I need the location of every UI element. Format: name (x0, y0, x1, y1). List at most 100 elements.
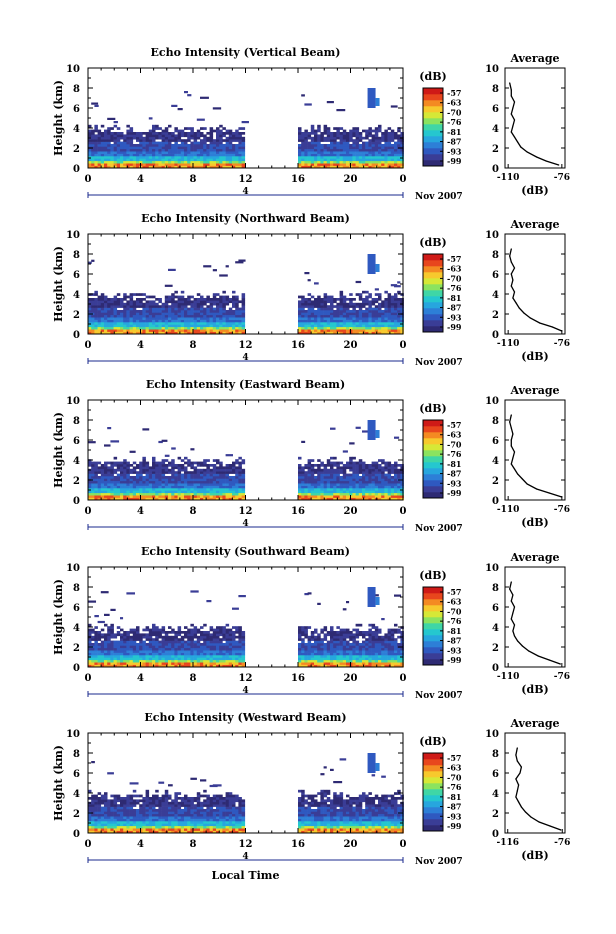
heatmap-cell (187, 156, 191, 159)
heatmap-cell (301, 488, 305, 491)
heatmap-cell (94, 146, 98, 149)
heatmap-cell (216, 648, 220, 651)
heatmap-cell (365, 308, 369, 311)
heatmap-cell (181, 312, 185, 315)
heatmap-cell (372, 144, 376, 147)
heatmap-cell (107, 329, 111, 332)
heatmap-cell (136, 303, 140, 306)
heatmap-cell (174, 305, 178, 308)
heatmap-cell (343, 149, 347, 152)
heatmap-cell (372, 320, 376, 323)
heatmap-cell (194, 134, 198, 137)
heatmap-cell (101, 134, 105, 137)
heatmap-cell (210, 486, 214, 489)
heatmap-cell (304, 317, 308, 320)
heatmap-cell (104, 146, 108, 149)
heatmap-cell (340, 146, 344, 149)
heatmap-cell (149, 650, 153, 653)
heatmap-cell (126, 303, 129, 306)
heatmap-cell (340, 466, 344, 469)
heatmap-cell (394, 146, 398, 149)
heatmap-cell (317, 137, 321, 140)
heatmap-cell (317, 488, 321, 491)
heatmap-cell (197, 144, 201, 147)
heatmap-cell (168, 478, 172, 481)
heatmap-cell (146, 132, 150, 135)
heatmap-cell (94, 474, 98, 477)
heatmap-cell (333, 139, 337, 142)
heatmap-cell (320, 312, 324, 315)
heatmap-cell (197, 146, 201, 149)
heatmap-cell (203, 149, 207, 152)
heatmap-cell (298, 324, 302, 327)
heatmap-cell (359, 320, 363, 323)
heatmap-cell (94, 662, 98, 665)
heatmap-cell (372, 300, 376, 303)
heatmap-cell (242, 144, 246, 147)
heatmap-cell (314, 303, 318, 306)
heatmap-cell (162, 650, 166, 653)
heatmap-cell (101, 320, 105, 323)
heatmap-cell (365, 142, 369, 145)
heatmap-cell (123, 149, 127, 152)
heatmap-cell (359, 163, 363, 166)
heatmap-cell (165, 645, 169, 648)
heatmap-cell (165, 653, 169, 656)
heatmap-cell (232, 134, 236, 137)
heatmap-cell (378, 163, 382, 166)
heatmap-cell (146, 481, 150, 484)
heatmap-cell (349, 464, 353, 467)
x-tick-label: 8 (190, 174, 197, 185)
heatmap-cell (343, 142, 347, 145)
heatmap-cell (304, 144, 308, 147)
heatmap-cell (222, 315, 226, 318)
heatmap-cell (162, 629, 166, 632)
heatmap-cell (333, 471, 337, 474)
heatmap-cell (165, 469, 169, 472)
heatmap-cell (391, 305, 395, 308)
heatmap-cell (168, 462, 172, 465)
heatmap-cell (126, 305, 129, 308)
heatmap-cell (174, 142, 178, 145)
heatmap-cell (397, 154, 401, 157)
heatmap-cell (130, 329, 134, 332)
heatmap-cell (343, 163, 347, 166)
heatmap-cell (126, 490, 129, 493)
heatmap-cell (146, 636, 150, 639)
heatmap-cell (362, 303, 366, 306)
heatmap-cell (356, 305, 360, 308)
heatmap-cell (200, 151, 204, 154)
heatmap-cell (242, 327, 246, 330)
heatmap-cell (343, 474, 347, 477)
heatmap-cell (98, 621, 105, 623)
heatmap-cell (91, 653, 95, 656)
heatmap-cell (114, 478, 118, 481)
colorbar-tick-label: -63 (447, 430, 462, 440)
heatmap-cell (368, 158, 372, 161)
heatmap-cell (397, 327, 401, 330)
heatmap-cell (375, 305, 379, 308)
heatmap-cell (187, 653, 191, 656)
heatmap-cell (136, 495, 140, 498)
heatmap-cell (200, 324, 204, 327)
heatmap-cell (362, 149, 366, 152)
heatmap-cell (336, 322, 340, 325)
heatmap-cell (133, 149, 137, 152)
heatmap-cell (301, 493, 305, 496)
heatmap-cells (88, 587, 404, 667)
heatmap-cell (197, 327, 201, 330)
heatmap-cell (165, 315, 169, 318)
heatmap-cell (359, 146, 363, 149)
heatmap-cell (213, 478, 217, 481)
heatmap-cell (203, 137, 207, 140)
heatmap-cell (304, 481, 308, 484)
heatmap-cell (110, 636, 114, 639)
heatmap-cell (117, 315, 121, 318)
heatmap-cell (320, 481, 324, 484)
heatmap-cell (142, 154, 146, 157)
heatmap-cell (346, 308, 350, 311)
heatmap-cell (304, 464, 308, 467)
avg-y-tick-label: 2 (492, 310, 499, 321)
heatmap-cell (226, 146, 230, 149)
heatmap-cell (394, 478, 398, 481)
